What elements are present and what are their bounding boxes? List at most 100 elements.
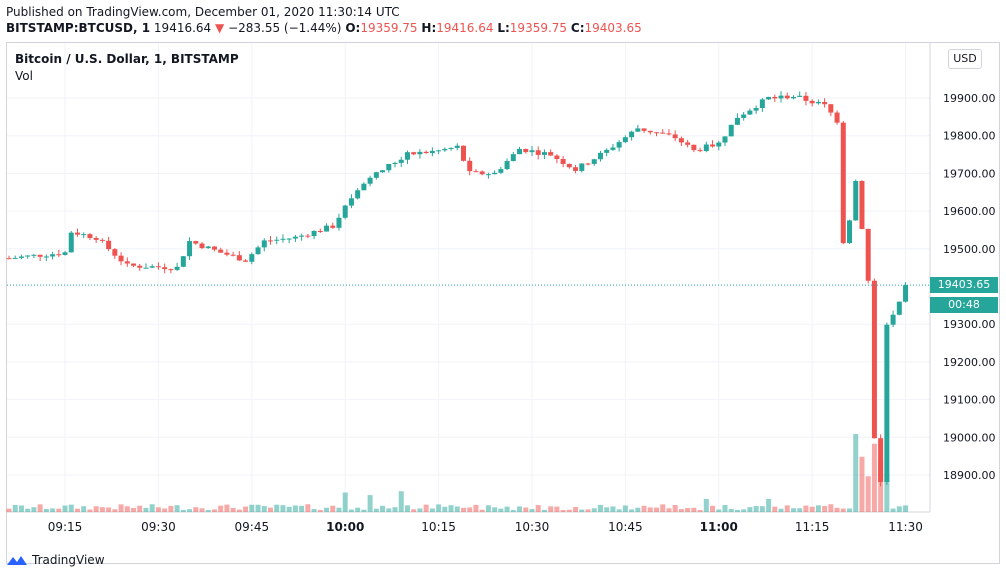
- candle-body: [822, 101, 828, 105]
- open-value: 19359.75: [360, 21, 418, 35]
- x-tick-label: 10:45: [608, 520, 643, 534]
- volume-bar: [155, 507, 161, 512]
- candle-body: [137, 265, 143, 268]
- volume-bar: [81, 506, 87, 512]
- candle-body: [162, 267, 168, 270]
- candle-body: [504, 161, 510, 170]
- chart-pane[interactable]: [6, 42, 1000, 564]
- volume-bar: [211, 509, 217, 512]
- x-tick-label: 09:15: [48, 520, 83, 534]
- y-tick-label: 19900.00: [943, 92, 996, 105]
- candle-body: [896, 301, 902, 315]
- candle-body: [311, 230, 317, 237]
- candle-body: [629, 131, 635, 138]
- volume-bar: [678, 509, 684, 512]
- candle-body: [168, 269, 174, 271]
- candle-body: [124, 261, 130, 264]
- tradingview-brand[interactable]: TradingView: [6, 551, 105, 569]
- volume-bar: [666, 508, 672, 512]
- candle-body: [74, 232, 80, 235]
- candle-body: [324, 225, 330, 232]
- candle-body: [840, 122, 846, 244]
- volume-bar: [174, 505, 180, 512]
- volume-bar: [50, 508, 56, 512]
- y-tick-label: 19700.00: [943, 167, 996, 180]
- volume-bar: [510, 510, 516, 512]
- volume-bar: [274, 504, 280, 512]
- volume-bar: [299, 505, 305, 512]
- volume-bar: [305, 504, 311, 512]
- volume-bar: [535, 505, 541, 512]
- volume-bar: [784, 505, 790, 512]
- candle-body: [336, 217, 342, 228]
- currency-button[interactable]: USD: [948, 49, 982, 69]
- volume-bar: [517, 506, 523, 512]
- volume-bar: [597, 504, 603, 512]
- y-tick-label: 19600.00: [943, 205, 996, 218]
- x-tick-label: 11:30: [888, 520, 923, 534]
- volume-bar: [6, 508, 12, 512]
- volume-bar: [286, 506, 292, 512]
- candle-body: [523, 148, 529, 153]
- candle-body: [871, 280, 877, 439]
- volume-bar: [529, 509, 535, 512]
- volume-bar: [753, 505, 759, 512]
- candle-body: [211, 246, 217, 250]
- candle-body: [573, 167, 579, 171]
- volume-bar: [342, 492, 348, 512]
- candle-body: [348, 198, 354, 206]
- candle-body: [753, 108, 759, 111]
- volume-bar: [311, 509, 317, 512]
- volume-bar: [485, 505, 491, 512]
- candle-body: [255, 247, 261, 255]
- candle-body: [392, 162, 398, 165]
- candle-body: [56, 254, 62, 256]
- candle-body: [579, 163, 585, 171]
- candle-body: [903, 285, 909, 302]
- candle-body: [155, 266, 161, 268]
- volume-bar: [429, 508, 435, 512]
- volume-bar: [25, 508, 31, 512]
- volume-bar: [741, 509, 747, 512]
- volume-bar: [815, 505, 821, 512]
- candle-body: [510, 154, 516, 162]
- volume-bar: [790, 508, 796, 512]
- volume-bar: [629, 509, 635, 512]
- candle-body: [685, 142, 691, 145]
- candle-body: [535, 150, 541, 155]
- volume-bar: [467, 507, 473, 512]
- candle-body: [236, 255, 242, 261]
- volume-bar: [641, 505, 647, 512]
- candle-body: [112, 249, 118, 256]
- volume-bar: [442, 506, 448, 512]
- volume-bar: [205, 510, 211, 512]
- candle-body: [853, 181, 859, 221]
- volume-bar: [149, 504, 155, 512]
- countdown-label: 00:48: [930, 297, 998, 313]
- candle-body: [442, 148, 448, 151]
- volume-bar: [93, 506, 99, 512]
- volume-bar: [112, 509, 118, 512]
- volume-bar: [797, 508, 803, 512]
- candle-body: [778, 95, 784, 99]
- y-tick-label: 19000.00: [943, 431, 996, 444]
- volume-bar: [124, 506, 130, 512]
- candle-body: [473, 171, 479, 173]
- volume-bar: [168, 505, 174, 512]
- candle-body: [230, 254, 236, 256]
- volume-bar: [884, 473, 890, 512]
- candle-body: [616, 142, 622, 148]
- volume-bar: [267, 507, 273, 512]
- candle-body: [703, 144, 709, 152]
- candle-body: [131, 263, 137, 266]
- candle-body: [654, 132, 660, 134]
- candle-body: [81, 234, 87, 236]
- volume-bar: [18, 505, 24, 512]
- candle-body: [305, 235, 311, 237]
- volume-bar: [373, 508, 379, 512]
- volume-bar: [828, 504, 834, 512]
- volume-bar: [261, 506, 267, 512]
- volume-bar: [610, 506, 616, 512]
- volume-bar: [280, 505, 286, 512]
